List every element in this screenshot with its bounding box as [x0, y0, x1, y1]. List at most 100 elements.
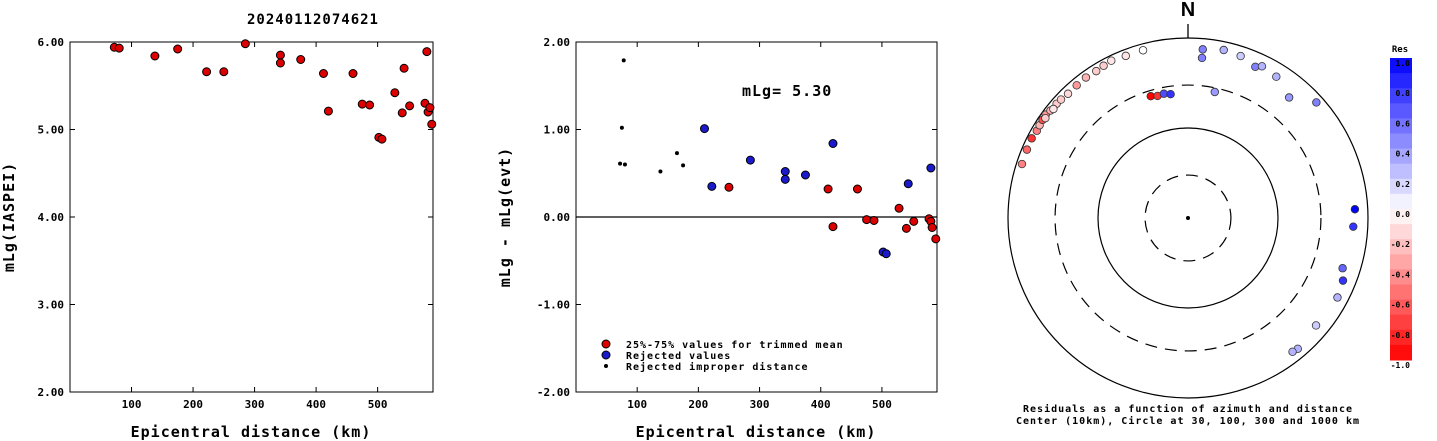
trimmed-point — [828, 222, 838, 232]
colorbar-tick-label: -0.6 — [1391, 301, 1410, 310]
station-point — [1027, 134, 1036, 143]
improper-point — [658, 169, 663, 174]
colorbar-cell — [1390, 254, 1412, 270]
data-point — [219, 67, 229, 77]
rejected-point — [926, 163, 936, 173]
station-point — [1284, 93, 1294, 102]
colorbar-cell — [1390, 299, 1412, 316]
data-point — [202, 67, 212, 77]
station-point — [1121, 51, 1130, 61]
data-points — [109, 39, 437, 144]
y-tick-label: 2.00 — [38, 386, 65, 399]
station-point — [1219, 45, 1228, 55]
data-point — [240, 39, 250, 49]
station-point — [1288, 347, 1297, 356]
trimmed-point — [823, 184, 833, 194]
colorbar-tick-label: -0.8 — [1391, 331, 1410, 340]
rejected-point — [707, 181, 717, 191]
station-point — [1333, 293, 1342, 302]
north-label: N — [1181, 0, 1195, 21]
y-tick-label: 0.00 — [544, 211, 571, 224]
figure-title: 20240112074621 — [247, 12, 379, 28]
data-points — [618, 58, 941, 259]
x-tick-label: 500 — [872, 398, 892, 411]
colorbar-cell — [1390, 163, 1412, 180]
data-point — [390, 88, 400, 98]
x-tick-label: 200 — [183, 398, 203, 411]
colorbar-cell — [1390, 239, 1412, 255]
x-tick-label: 300 — [750, 398, 770, 411]
station-point — [1197, 53, 1207, 63]
station-point — [1198, 45, 1207, 54]
station-point — [1312, 98, 1321, 107]
colorbar-cell — [1390, 103, 1412, 119]
improper-point — [681, 163, 686, 168]
station-point — [1338, 276, 1348, 285]
caption-line-1: Residuals as a function of azimuth and d… — [1023, 403, 1353, 415]
improper-point — [622, 162, 627, 167]
station-point — [1063, 89, 1073, 98]
data-point — [150, 51, 160, 61]
colorbar-cell — [1390, 329, 1412, 346]
y-tick-label: -2.00 — [537, 386, 570, 399]
y-tick-label: 5.00 — [38, 124, 65, 137]
station-point — [1210, 87, 1219, 97]
colorbar-tick-label: -1.0 — [1391, 361, 1410, 370]
ring-300km — [1054, 84, 1322, 352]
data-point — [427, 119, 437, 129]
colorbar-cell — [1390, 73, 1412, 89]
data-point — [275, 58, 285, 68]
magnitude-vs-distance-plot: 100 200 300 400 500 2.00 3.00 4.00 5.00 6.00 Epic… — [0, 36, 437, 441]
data-point — [377, 134, 387, 144]
station-point — [1138, 46, 1148, 55]
colorbar-ticks: 1.0 0.8 0.6 0.4 0.2 0.0 -0.2 -0.4 -0.6 -0.8 -1.0 — [1391, 59, 1410, 370]
data-point — [425, 103, 435, 113]
data-point — [365, 100, 375, 110]
colorbar-cell — [1390, 193, 1412, 210]
axis-ticks: 100 200 300 400 500 -2.00 -1.00 0.00 1.00 2.00 — [537, 36, 937, 411]
data-point — [296, 55, 306, 64]
colorbar-cell — [1390, 133, 1412, 150]
station-points — [1017, 45, 1360, 356]
station-point — [1056, 95, 1066, 104]
rejected-point — [780, 167, 790, 176]
colorbar-tick-label: 0.6 — [1396, 119, 1411, 128]
station-point — [1311, 321, 1321, 330]
legend-marker — [604, 364, 608, 368]
caption-line-2: Center (10km), Circle at 30, 100, 300 an… — [1016, 415, 1360, 427]
improper-point — [619, 125, 624, 130]
data-point — [405, 101, 415, 111]
mlg-annotation: mLg= 5.30 — [742, 82, 832, 100]
rejected-point — [780, 174, 790, 184]
data-point — [318, 69, 328, 78]
x-tick-label: 100 — [627, 398, 647, 411]
y-tick-label: 3.00 — [38, 299, 65, 312]
x-tick-label: 300 — [245, 398, 265, 411]
colorbar-cell — [1390, 314, 1412, 331]
colorbar-tick-label: 0.8 — [1396, 89, 1411, 98]
trimmed-point — [901, 223, 911, 233]
y-axis-label: mLg(IASPEI) — [0, 162, 18, 272]
station-point — [1041, 113, 1050, 123]
station-point — [1022, 145, 1032, 154]
x-tick-label: 200 — [688, 398, 708, 411]
colorbar-cell — [1390, 88, 1412, 104]
axis-ticks: 100 200 300 400 500 2.00 3.00 4.00 5.00 6.00 — [38, 36, 433, 411]
colorbar-tick-label: 0.4 — [1396, 150, 1411, 159]
station-point — [1349, 222, 1358, 231]
improper-point — [674, 151, 679, 156]
colorbar-cell — [1390, 209, 1412, 225]
x-tick-label: 100 — [122, 398, 142, 411]
colorbar-cells — [1390, 58, 1412, 361]
improper-point — [621, 58, 626, 63]
x-tick-label: 500 — [368, 398, 388, 411]
rejected-point — [699, 124, 709, 134]
colorbar-title: Res — [1392, 45, 1408, 55]
plot-frame — [69, 41, 434, 393]
y-axis-label: mLg - mLg(evt) — [496, 147, 514, 287]
trimmed-point — [927, 223, 937, 232]
x-axis-label: Epicentral distance (km) — [131, 423, 372, 441]
station-point — [1338, 264, 1347, 273]
legend-marker — [601, 339, 611, 349]
